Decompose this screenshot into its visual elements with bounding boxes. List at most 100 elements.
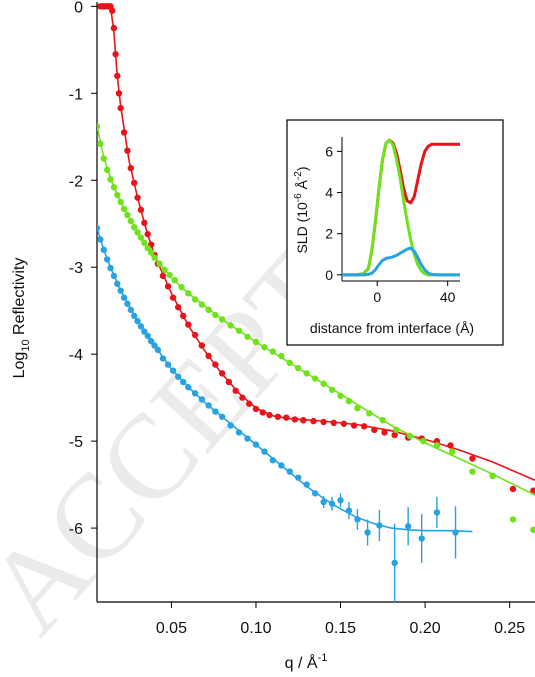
data-point	[141, 328, 148, 335]
data-point	[530, 487, 535, 494]
inset-sld-line-2	[342, 246, 460, 277]
inset-y-axis-label: SLD (10-6 Å-2)	[293, 166, 310, 253]
data-point	[100, 155, 107, 162]
data-point	[185, 290, 192, 297]
series-2	[97, 224, 473, 602]
data-point	[345, 397, 353, 405]
data-point	[114, 72, 121, 80]
data-point	[97, 123, 101, 130]
inset-x-tick-label: 40	[440, 289, 456, 305]
inset-y-tick-label: 6	[325, 143, 333, 159]
data-point	[252, 405, 260, 413]
data-point	[117, 104, 124, 112]
data-point	[114, 280, 121, 287]
data-point	[404, 523, 412, 530]
data-point	[225, 378, 233, 386]
data-point	[244, 435, 251, 442]
data-point	[117, 198, 124, 206]
data-point	[212, 361, 219, 368]
data-point	[469, 468, 476, 475]
inset-x-tick-label: 0	[373, 289, 381, 305]
data-point	[151, 342, 158, 349]
data-point	[328, 386, 336, 394]
main-ticks: 0 -1 -2 -3 -4 -5 -6 0.05 0.10 0.15 0.20 0.25	[69, 0, 526, 637]
data-point	[232, 387, 239, 394]
y-tick-label: -2	[69, 173, 83, 190]
data-point	[127, 164, 135, 172]
data-point	[131, 224, 138, 231]
data-point	[169, 367, 177, 374]
data-point	[185, 384, 192, 391]
y-axis-label: Log10 Reflectivity	[11, 258, 32, 379]
data-point	[391, 431, 398, 439]
data-point	[97, 140, 104, 147]
data-point	[185, 321, 192, 328]
data-point	[174, 304, 182, 311]
data-point	[124, 211, 131, 219]
data-point	[120, 129, 128, 136]
data-point	[120, 294, 128, 301]
x-axis-label: q / Å-1	[285, 652, 328, 672]
data-point	[124, 147, 131, 154]
data-point	[180, 312, 187, 320]
data-point	[489, 472, 496, 480]
data-point	[174, 373, 182, 380]
data-point	[337, 497, 344, 504]
data-point	[354, 516, 361, 523]
data-point	[418, 535, 425, 542]
x-tick-label: 0.05	[156, 620, 187, 637]
data-point	[269, 348, 277, 355]
data-point	[103, 166, 111, 174]
x-tick-label: 0.10	[240, 620, 271, 637]
data-point	[259, 409, 266, 416]
data-point	[235, 327, 243, 334]
data-point	[109, 7, 116, 14]
data-point	[530, 526, 535, 534]
data-point	[393, 426, 400, 434]
data-point	[433, 509, 441, 516]
data-point	[320, 418, 327, 426]
data-point	[110, 24, 118, 32]
data-point	[120, 205, 128, 213]
y-tick-label: -6	[69, 521, 83, 538]
data-point	[114, 191, 121, 199]
data-point	[180, 378, 187, 386]
data-point	[110, 272, 118, 280]
data-point	[235, 429, 243, 436]
x-tick-label: 0.15	[325, 620, 356, 637]
data-point	[127, 217, 135, 225]
data-point	[161, 266, 168, 274]
data-point	[447, 442, 454, 449]
data-point	[261, 344, 268, 351]
data-point	[509, 485, 517, 493]
data-point	[166, 271, 173, 279]
data-point	[320, 380, 327, 387]
data-point	[252, 441, 260, 448]
x-tick-label: 0.20	[410, 620, 441, 637]
data-point	[286, 359, 293, 367]
data-point	[278, 462, 285, 469]
data-point	[151, 254, 158, 261]
inset-y-tick-label: 0	[325, 267, 333, 283]
data-point	[381, 429, 388, 436]
data-point	[244, 333, 251, 340]
data-point	[156, 260, 163, 267]
data-point	[328, 500, 336, 507]
data-point	[154, 346, 162, 354]
data-point	[159, 272, 167, 280]
y-tick-label: -3	[69, 260, 83, 277]
data-point	[191, 296, 199, 303]
data-point	[433, 442, 441, 449]
data-point	[205, 306, 212, 314]
data-point	[144, 244, 151, 252]
data-point	[164, 361, 172, 368]
data-point	[337, 392, 344, 400]
data-point	[320, 498, 327, 506]
data-point	[391, 559, 398, 567]
data-point	[134, 194, 141, 201]
data-point	[364, 529, 371, 536]
data-point	[218, 316, 226, 323]
data-point	[345, 507, 353, 514]
data-point	[509, 516, 517, 523]
data-point	[354, 404, 361, 412]
